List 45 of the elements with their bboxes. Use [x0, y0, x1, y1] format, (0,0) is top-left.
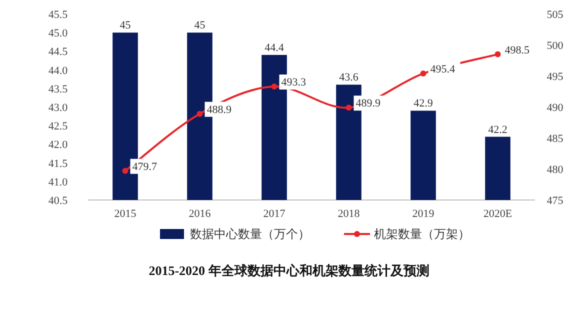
y-tick-label: 43.0	[48, 102, 68, 114]
y-tick-label: 41.0	[48, 176, 68, 188]
data-label: 43.6	[339, 72, 359, 84]
point	[420, 70, 426, 77]
legend-label: 机架数量（万架）	[374, 227, 470, 241]
y-tick-label: 44.5	[48, 46, 68, 58]
x-tick-label: 2019	[412, 208, 435, 220]
y2-tick-label: 505	[546, 9, 564, 21]
y-tick-label: 44.0	[48, 64, 68, 77]
point	[271, 84, 278, 90]
data-label: 495.4	[430, 64, 456, 76]
data-label: 45	[194, 20, 206, 32]
y-tick-label: 41.5	[48, 158, 68, 170]
x-tick-label: 2015	[114, 208, 137, 220]
x-tick-label: 2017	[263, 208, 286, 220]
data-label: 498.5	[504, 44, 530, 56]
point	[196, 110, 203, 117]
point	[494, 51, 501, 58]
y-tick-label: 43.5	[48, 83, 68, 96]
x-tick-label: 2018	[338, 208, 360, 220]
y2-tick-label: 490	[546, 102, 564, 114]
y2-tick-label: 495	[546, 71, 564, 83]
point	[346, 104, 352, 111]
text: 2015-2020 年全球数据中心和机架数量统计及预测	[148, 263, 430, 278]
data-label: 493.3	[281, 76, 306, 89]
x-tick-label: 2020E	[483, 208, 512, 220]
data-label: 479.7	[132, 160, 158, 173]
point	[122, 168, 128, 174]
y2-tick-label: 485	[546, 133, 564, 145]
legend-label: 数据中心数量（万个）	[190, 227, 310, 241]
y2-tick-label: 475	[546, 195, 564, 207]
data-label: 42.2	[488, 124, 508, 136]
data-label: 42.9	[414, 98, 434, 110]
y2-tick-label: 480	[546, 164, 564, 176]
data-label: 488.9	[206, 104, 232, 116]
data-label: 45	[120, 20, 132, 32]
y-tick-label: 45.0	[48, 28, 68, 40]
y-tick-label: 45.5	[48, 9, 68, 21]
y-tick-label: 42.0	[48, 139, 68, 152]
data-label: 489.9	[356, 98, 381, 110]
y-tick-label: 40.5	[48, 195, 68, 207]
y2-tick-label: 500	[546, 40, 564, 52]
y-tick-label: 42.5	[48, 120, 68, 133]
x-tick-label: 2016	[188, 208, 212, 220]
data-label: 44.4	[264, 42, 284, 54]
